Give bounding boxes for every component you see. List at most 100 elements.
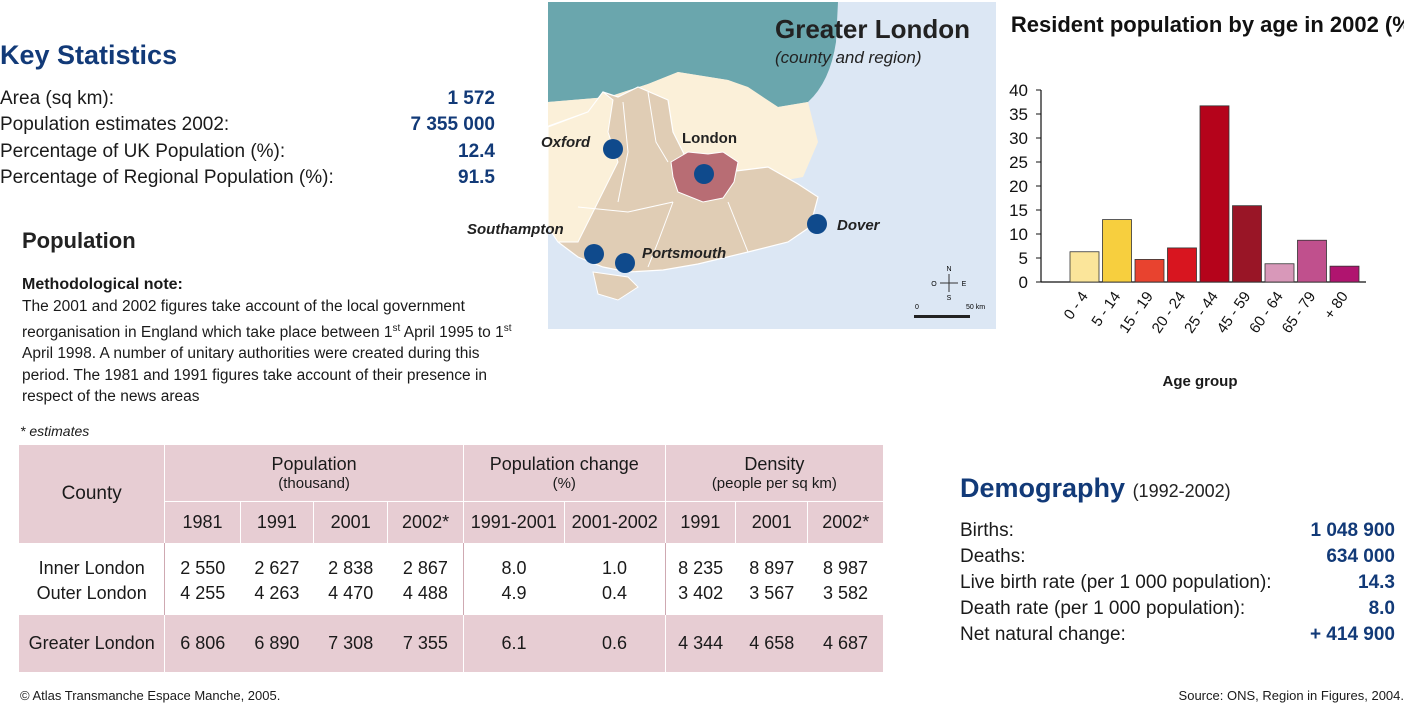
table-cell: 0.4 [564, 579, 666, 615]
key-statistics-title: Key Statistics [0, 40, 178, 70]
y-tick-label: 30 [1009, 129, 1028, 148]
methodological-note-title: Methodological note: [22, 276, 183, 293]
demo-value: 1 048 900 [1310, 520, 1395, 541]
county-cell: Outer London [19, 579, 166, 615]
table-cell: 4 344 [678, 633, 724, 653]
y-tick-label: 35 [1009, 105, 1028, 124]
source-text: Source: ONS, Region in Figures, 2004. [1178, 688, 1404, 703]
city-dot-oxford [603, 139, 623, 159]
table-cell: 4.9 [501, 583, 527, 603]
county-cell: Greater London [19, 615, 166, 672]
city-label-southampton: Southampton [467, 221, 564, 238]
demo-value: + 414 900 [1309, 624, 1395, 645]
column-header: 1991 [665, 501, 737, 543]
scale-bar-line [914, 315, 970, 318]
chart-x-axis-label: Age group [1162, 373, 1238, 390]
ks-row-uk-percent: Percentage of UK Population (%): 12.4 [0, 141, 495, 163]
y-tick-label: 15 [1009, 201, 1028, 220]
bar [1167, 247, 1197, 283]
city-label-dover: Dover [837, 217, 880, 234]
bar [1069, 251, 1100, 283]
region-map: N S E O 0 50 km [548, 2, 996, 329]
county-cell: Inner London [19, 543, 166, 579]
column-header: 1981 [164, 501, 241, 543]
table-cell: 0.6 [564, 615, 666, 672]
table-cell: 1.0 [564, 543, 666, 579]
city-dot-london [694, 164, 714, 184]
group-header-density: Density (people per sq km) [711, 453, 837, 492]
demography-title: Demography (1992-2002) [960, 473, 1231, 503]
ks-value: 7 355 000 [410, 114, 495, 135]
x-tick-label: 65 - 79 [1279, 289, 1320, 337]
demo-row-net-natural-change: Net natural change: + 414 900 [960, 624, 1395, 646]
bar [1329, 265, 1360, 283]
compass-n-label: N [946, 266, 951, 273]
column-header: 1991 [240, 501, 315, 543]
bar [1264, 263, 1295, 283]
table-cell: 6 806 [180, 633, 226, 653]
demo-value: 634 000 [1326, 546, 1395, 567]
column-header: 2002* [822, 511, 870, 532]
ks-label: Population estimates 2002: [0, 114, 230, 135]
x-tick-label: 0 - 4 [1061, 289, 1092, 323]
table-cell: 2 867 [387, 543, 464, 579]
bar [1134, 259, 1165, 283]
city-dot-dover [807, 214, 827, 234]
demo-value: 8.0 [1368, 598, 1395, 619]
column-header: 2001 [735, 501, 809, 543]
demo-row-death-rate: Death rate (per 1 000 population): 8.0 [960, 598, 1395, 620]
table-cell: 8 235 [678, 558, 724, 578]
compass-o-label: O [931, 281, 937, 288]
table-cell: 7 355 [387, 615, 464, 672]
table-row: Outer London 4 255 4 263 4 470 4 488 4.9… [19, 579, 883, 615]
ks-row-area: Area (sq km): 1 572 [0, 88, 495, 110]
table-cell: 3 402 [678, 583, 724, 603]
map-title: Greater London [775, 14, 971, 44]
compass-e-label: E [962, 281, 967, 288]
table-cell: 8.0 [501, 558, 527, 578]
demo-label: Net natural change: [960, 624, 1126, 645]
table-cell: 4 488 [387, 579, 464, 615]
ks-label: Area (sq km): [0, 88, 115, 109]
west-land [548, 91, 619, 243]
county-borders [577, 91, 749, 268]
population-title: Population [22, 228, 136, 253]
city-label-oxford: Oxford [541, 134, 591, 151]
bar [1199, 105, 1230, 283]
ks-label: Percentage of Regional Population (%): [0, 167, 334, 188]
demo-row-live-birth-rate: Live birth rate (per 1 000 population): … [960, 572, 1395, 594]
table-total-row: Greater London 6 806 6 890 7 308 7 355 6… [19, 615, 883, 672]
table-cell: 6.1 [501, 633, 527, 653]
population-table: County Population (thousand) Population c… [19, 445, 883, 672]
demo-row-deaths: Deaths: 634 000 [960, 546, 1395, 568]
demo-label: Deaths: [960, 546, 1026, 567]
isle-of-wight [592, 271, 639, 301]
table-cell: 8 897 [749, 558, 795, 578]
group-header-population: Population (thousand) [164, 445, 464, 501]
bar [1102, 219, 1132, 283]
y-tick-label: 0 [1019, 273, 1028, 292]
ks-value: 1 572 [447, 88, 495, 109]
ks-row-regional-percent: Percentage of Regional Population (%): 9… [0, 167, 495, 189]
table-row: Inner London 2 550 2 627 2 838 2 867 8.0… [19, 543, 883, 579]
bar [1297, 239, 1327, 283]
border-line [727, 201, 749, 253]
y-tick-label: 25 [1009, 153, 1028, 172]
bar [1232, 205, 1262, 283]
border-line [647, 201, 674, 268]
ks-value: 91.5 [458, 167, 495, 188]
border-line [577, 201, 674, 213]
table-cell: 4 470 [328, 583, 374, 603]
table-cell: 2 838 [328, 558, 374, 578]
copyright-text: © Atlas Transmanche Espace Manche, 2005. [20, 688, 281, 703]
city-label-london: London [682, 130, 737, 147]
group-header-population-change: Population change (%) [463, 445, 666, 501]
y-tick-label: 5 [1019, 249, 1028, 268]
x-tick-label: + 80 [1321, 289, 1352, 323]
county-header: County [19, 445, 166, 543]
table-cell: 4 687 [822, 633, 869, 653]
demo-label: Death rate (per 1 000 population): [960, 598, 1246, 619]
scale-end-label: 50 km [966, 304, 985, 311]
column-header: 1991-2001 [463, 501, 565, 543]
